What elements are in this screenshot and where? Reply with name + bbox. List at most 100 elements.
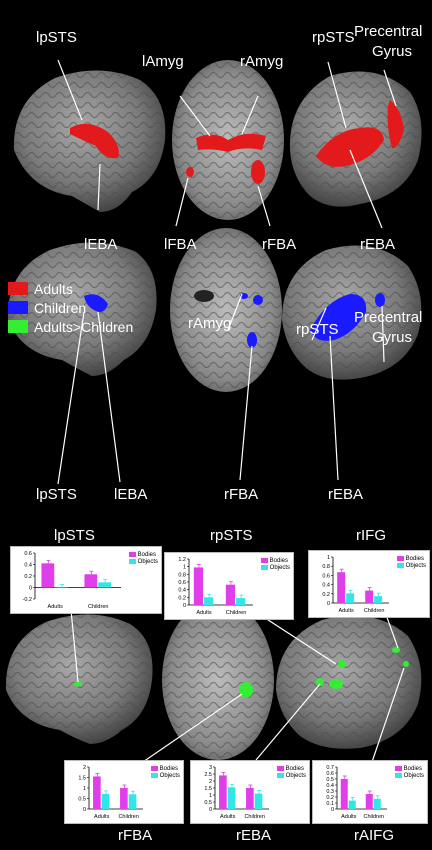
bar-objects — [373, 798, 381, 809]
row3-axial-slice — [162, 600, 274, 760]
bar-bodies — [93, 776, 101, 809]
chart-legend-swatch-objects — [260, 565, 268, 570]
chart-legend-item-objects: Objects — [276, 772, 306, 779]
chart-legend-swatch-objects — [396, 563, 404, 568]
bar-chart-lpsts: 0.6 0.4 0.2 0 -0.2 Adults Children Bodies Object… — [10, 546, 162, 614]
label-row1-precentral: Precentral — [354, 23, 423, 40]
y-tick-label: 1 — [183, 565, 186, 571]
label-row1-gyrus: Gyrus — [372, 43, 413, 60]
chart-legend-swatch-bodies — [260, 558, 268, 563]
y-tick-label: 0 — [83, 807, 86, 813]
label-row2-rpsts: rpSTS — [296, 321, 339, 338]
chart-legend-swatch-bodies — [128, 552, 136, 557]
chart-legend-label-objects: Objects — [405, 562, 426, 569]
y-tick-label: 0.6 — [178, 580, 186, 586]
bar-bodies — [219, 775, 227, 809]
label-row1-lfba: lFBA — [164, 236, 197, 253]
legend-label-children: Children — [34, 299, 87, 316]
bar-bodies — [120, 788, 128, 809]
chart-legend-label-objects: Objects — [403, 772, 424, 779]
y-tick-label: 0.8 — [178, 572, 186, 578]
row3-left-brain — [5, 614, 153, 744]
bar-bodies — [365, 794, 373, 809]
chart-legend-label-objects: Objects — [285, 772, 306, 779]
chart-legend-swatch-bodies — [150, 766, 158, 771]
chart-legend-swatch-bodies — [394, 766, 402, 771]
y-tick-label: 0.5 — [204, 800, 212, 806]
bar-objects — [204, 597, 214, 605]
chart-legend-swatch-objects — [394, 773, 402, 778]
activation-lpsts-adults — [70, 123, 119, 159]
chart-legend: Bodies Objects — [276, 765, 306, 779]
row1-left-brain — [13, 70, 166, 213]
y-tick-label: 0.4 — [326, 783, 334, 789]
x-tick-label: Children — [88, 604, 108, 610]
x-tick-label: Children — [244, 814, 264, 820]
chart-legend-swatch-bodies — [396, 556, 404, 561]
chart-legend-label-bodies: Bodies — [285, 765, 305, 772]
y-tick-label: 0.4 — [24, 563, 32, 569]
y-tick-label: 1.5 — [78, 776, 86, 782]
x-tick-label: Adults — [220, 814, 236, 820]
chart-title-reba: rEBA — [236, 827, 272, 844]
x-tick-label: Children — [364, 814, 384, 820]
chart-legend-item-objects: Objects — [394, 772, 424, 779]
y-tick-label: 0.8 — [322, 564, 330, 570]
label-row1-rfba: rFBA — [262, 236, 297, 253]
chart-legend-label-bodies: Bodies — [405, 555, 425, 562]
chart-legend-item-objects: Objects — [260, 564, 290, 571]
chart-svg: 32.521.510.50 Adults Children — [204, 765, 269, 820]
chart-title-raifg: rAIFG — [354, 827, 394, 844]
chart-svg: 2 1.5 1 0.5 0 Adults Children — [78, 765, 143, 820]
y-tick-label: 2.5 — [204, 772, 212, 778]
chart-legend: Bodies Objects — [260, 557, 290, 571]
label-row1-rpsts: rpSTS — [312, 29, 355, 46]
x-tick-label: Children — [226, 610, 246, 616]
bar-chart-rpsts: 1.2 1 0.8 0.6 0.4 0.2 0 Adults Children Bodies Obj… — [164, 552, 294, 620]
chart-legend-label-bodies: Bodies — [159, 765, 179, 772]
y-tick-label: 1.2 — [178, 557, 186, 563]
chart-title-lpsts: lpSTS — [54, 527, 95, 544]
label-row1-leba: lEBA — [84, 236, 118, 253]
y-tick-label: 1 — [209, 793, 212, 799]
chart-svg: 0.70.60.50.40.30.20.10 Adults Children — [326, 765, 387, 820]
y-tick-label: 0 — [327, 601, 330, 607]
bar-bodies — [84, 574, 98, 588]
chart-legend-item-objects: Objects — [150, 772, 180, 779]
y-tick-label: 0.6 — [322, 573, 330, 579]
chart-legend-item-objects: Objects — [396, 562, 426, 569]
x-tick-label: Adults — [196, 610, 212, 616]
label-row1-lamyg: lAmyg — [142, 53, 184, 70]
bar-chart-rifg: 1 0.8 0.6 0.4 0.2 0 Adults Children Bodies Object… — [308, 550, 430, 618]
bar-objects — [227, 787, 236, 809]
bar-bodies — [340, 779, 348, 809]
chart-legend-item-bodies: Bodies — [260, 557, 290, 564]
chart-svg: 0.6 0.4 0.2 0 -0.2 Adults Children — [23, 551, 121, 610]
chart-svg: 1.2 10.8 0.6 0.40.2 0 Adults Children — [178, 557, 253, 616]
bar-bodies — [365, 590, 374, 603]
bar-objects — [128, 794, 137, 809]
y-tick-label: 0 — [331, 807, 334, 813]
chart-legend-item-objects: Objects — [128, 558, 158, 565]
row1-axial-slice — [172, 60, 284, 220]
row2-right-brain — [282, 245, 422, 380]
condition-legend: Adults Children Adults>Children — [8, 279, 133, 336]
y-tick-label: 1.5 — [204, 786, 212, 792]
chart-title-rifg: rIFG — [356, 527, 386, 544]
y-tick-label: 0.5 — [326, 777, 334, 783]
label-row2-ramyg: rAmyg — [188, 315, 232, 332]
y-tick-label: 3 — [209, 765, 212, 771]
chart-legend: Bodies Objects — [128, 551, 158, 565]
swatch-children — [8, 301, 28, 314]
chart-legend-swatch-bodies — [276, 766, 284, 771]
label-row1-ramyg: rAmyg — [240, 53, 284, 70]
swatch-adults — [8, 282, 28, 295]
chart-legend-item-bodies: Bodies — [128, 551, 158, 558]
y-tick-label: 0.6 — [326, 771, 334, 777]
chart-legend-label-bodies: Bodies — [403, 765, 423, 772]
chart-legend: Bodies Objects — [150, 765, 180, 779]
chart-legend-label-objects: Objects — [159, 772, 180, 779]
bar-bodies — [193, 567, 204, 605]
legend-item-adults: Adults — [8, 279, 133, 298]
